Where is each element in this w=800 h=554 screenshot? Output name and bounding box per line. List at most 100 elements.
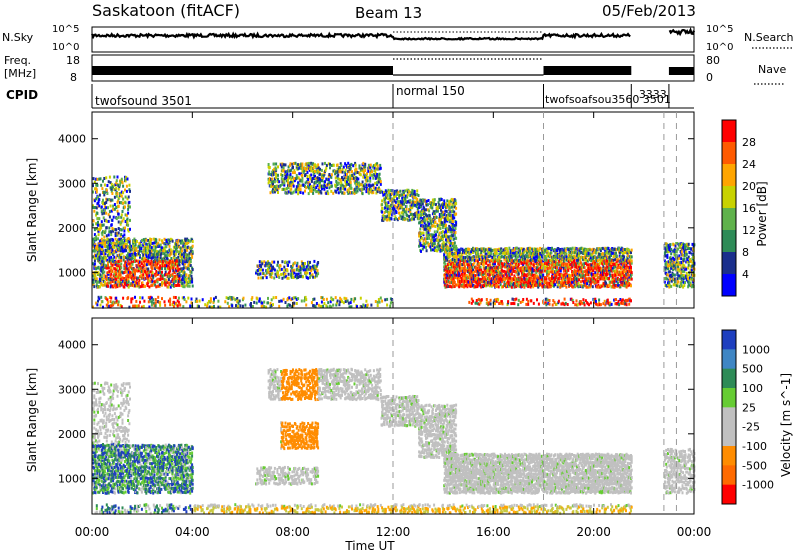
data-cell xyxy=(123,249,126,253)
data-cell xyxy=(537,284,540,287)
data-cell xyxy=(297,181,300,185)
data-cell xyxy=(505,247,508,251)
data-cell xyxy=(291,191,294,195)
data-cell xyxy=(379,180,382,184)
data-cell xyxy=(411,194,414,198)
data-cell xyxy=(325,166,328,170)
data-cell xyxy=(110,198,113,202)
data-cell xyxy=(436,209,439,213)
data-cell xyxy=(118,237,121,241)
data-cell xyxy=(119,180,122,184)
data-cell xyxy=(536,274,539,278)
data-cell xyxy=(103,253,106,257)
data-cell xyxy=(438,231,441,235)
data-cell xyxy=(376,190,379,194)
data-cell xyxy=(181,284,183,288)
data-cell xyxy=(555,251,558,255)
data-cell xyxy=(381,199,384,203)
data-cell xyxy=(357,177,360,181)
data-cell xyxy=(437,234,440,238)
data-cell xyxy=(150,284,153,288)
data-cell xyxy=(519,251,521,255)
data-cell xyxy=(504,276,507,280)
data-cell xyxy=(512,261,515,265)
data-cell xyxy=(540,270,543,274)
data-cell xyxy=(526,281,529,285)
data-cell xyxy=(186,241,189,245)
data-cell xyxy=(515,257,518,261)
data-cell xyxy=(152,244,155,248)
data-cell xyxy=(168,262,171,266)
data-cell xyxy=(526,249,529,252)
data-cell xyxy=(411,192,414,196)
data-cell xyxy=(451,227,454,231)
data-cell xyxy=(444,209,447,213)
data-cell xyxy=(118,259,121,263)
data-cell xyxy=(446,199,449,203)
data-cell xyxy=(318,171,321,175)
data-cell xyxy=(340,181,343,185)
data-cell xyxy=(401,217,404,221)
data-cell xyxy=(135,248,138,252)
data-cell xyxy=(258,260,261,264)
cpid-segment-label: 3333 xyxy=(639,88,667,101)
data-cell xyxy=(485,248,488,252)
data-cell xyxy=(281,260,284,264)
data-cell xyxy=(274,170,277,174)
data-cell xyxy=(305,267,308,271)
data-cell xyxy=(515,285,518,289)
data-cell xyxy=(366,187,368,191)
data-cell xyxy=(113,175,116,179)
data-cell xyxy=(139,255,141,259)
data-cell xyxy=(105,201,108,204)
data-cell xyxy=(465,259,468,263)
data-cell xyxy=(116,266,119,270)
data-cell xyxy=(551,284,554,287)
data-cell xyxy=(126,269,129,273)
data-cell xyxy=(487,263,490,267)
data-cell xyxy=(97,229,100,233)
data-cell xyxy=(471,270,474,274)
data-cell xyxy=(498,252,501,256)
data-cell xyxy=(544,268,547,272)
data-cell xyxy=(319,172,321,176)
data-cell xyxy=(452,237,455,241)
data-cell xyxy=(326,190,329,194)
data-cell xyxy=(123,285,126,289)
data-cell xyxy=(378,188,381,192)
data-cell xyxy=(490,257,493,261)
data-cell xyxy=(130,248,133,252)
data-cell xyxy=(270,272,273,276)
data-cell xyxy=(118,185,121,189)
data-cell xyxy=(174,284,177,288)
data-cell xyxy=(295,173,298,177)
data-cell xyxy=(445,250,447,254)
data-cell xyxy=(391,213,394,217)
data-cell xyxy=(481,274,484,278)
data-cell xyxy=(128,274,131,278)
data-cell xyxy=(140,238,143,242)
data-cell xyxy=(111,248,114,252)
data-cell xyxy=(412,201,415,205)
noise-left-label: N.Sky xyxy=(2,31,34,44)
data-cell xyxy=(522,263,525,267)
data-cell xyxy=(188,251,191,255)
data-cell xyxy=(301,165,304,169)
data-cell xyxy=(555,275,558,279)
data-cell xyxy=(420,213,422,217)
data-cell xyxy=(438,215,441,219)
data-cell xyxy=(365,173,368,177)
data-cell xyxy=(469,274,472,278)
data-cell xyxy=(480,268,483,272)
data-cell xyxy=(272,180,275,184)
data-cell xyxy=(93,249,96,253)
data-cell xyxy=(177,283,180,287)
data-cell xyxy=(532,273,535,277)
data-cell xyxy=(525,269,528,273)
data-cell xyxy=(463,262,466,266)
data-cell xyxy=(327,162,330,166)
data-cell xyxy=(487,259,490,263)
data-cell xyxy=(117,269,120,273)
data-cell xyxy=(475,251,478,255)
data-cell xyxy=(114,237,117,241)
